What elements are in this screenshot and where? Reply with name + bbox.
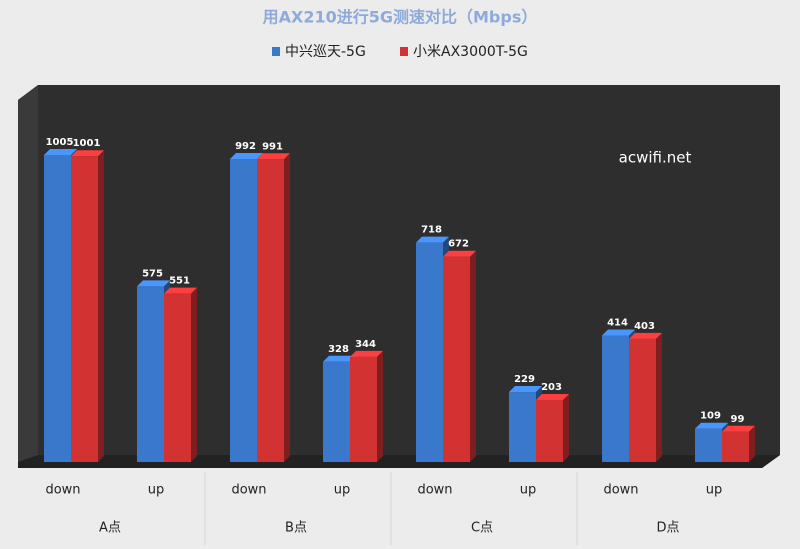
legend-label: 小米AX3000T-5G [413, 44, 528, 60]
x-tick-label: up [706, 483, 723, 498]
bar [230, 158, 257, 463]
data-label: 203 [541, 382, 562, 393]
data-label: 344 [355, 339, 376, 350]
data-label: 718 [421, 225, 442, 236]
bar [695, 428, 722, 462]
bar [71, 156, 98, 462]
bar [350, 356, 377, 462]
x-tick-label: up [148, 483, 165, 498]
legend-label: 中兴巡天-5G [285, 44, 366, 60]
bar-top [629, 332, 662, 339]
bar-top [416, 236, 449, 243]
bar-side [377, 350, 383, 462]
bar-top [44, 149, 77, 155]
watermark: acwifi.net [619, 149, 692, 167]
bar [137, 286, 164, 462]
bar-top [695, 422, 728, 429]
category-axis: down up down up down up down up A点 B点 C点 D点 [45, 472, 722, 545]
data-label: 551 [169, 276, 190, 287]
bar-side [656, 332, 662, 462]
data-label: 672 [448, 239, 469, 250]
legend-swatch [272, 47, 280, 56]
group-label: A点 [99, 521, 121, 536]
legend-swatch [400, 47, 408, 56]
side-wall [18, 85, 38, 468]
chart-title: 用AX210进行5G测速对比（Mbps） [263, 8, 538, 27]
x-tick-label: down [603, 483, 638, 498]
data-label: 328 [328, 344, 349, 355]
x-tick-label: up [334, 483, 351, 498]
bar-top [164, 287, 197, 294]
bar-top [137, 280, 170, 287]
bar-side [98, 150, 104, 462]
bar-side [284, 153, 290, 462]
bar [629, 338, 656, 462]
bar-side [470, 250, 476, 462]
bar [323, 361, 350, 462]
floor [18, 455, 780, 468]
data-label: 992 [235, 141, 256, 152]
legend: 中兴巡天-5G 小米AX3000T-5G [272, 44, 528, 60]
bar-side [749, 425, 755, 462]
bar [416, 242, 443, 462]
bar-top [350, 350, 383, 357]
plot-wall [18, 85, 780, 468]
bar [443, 256, 470, 462]
bar [44, 155, 71, 462]
data-label: 1005 [46, 137, 74, 148]
data-label: 1001 [73, 138, 101, 149]
data-label: 991 [262, 141, 283, 152]
bar [257, 159, 284, 462]
group-label: B点 [285, 521, 307, 536]
bar-top [536, 393, 569, 400]
bar-top [323, 355, 356, 362]
x-tick-label: up [520, 483, 537, 498]
bar [536, 399, 563, 462]
bar-top [230, 152, 263, 159]
data-label: 99 [731, 414, 745, 425]
bar [509, 392, 536, 462]
bar-top [257, 153, 290, 160]
bar-top [602, 329, 635, 336]
bar-side [563, 393, 569, 462]
bar [722, 431, 749, 462]
x-tick-label: down [417, 483, 452, 498]
data-label: 414 [607, 318, 628, 329]
data-label: 403 [634, 321, 655, 332]
plot: 1005 1001 575 551 992 991 328 344 718 672 229 203 41… [44, 137, 755, 463]
group-label: D点 [656, 521, 679, 536]
x-tick-label: down [45, 483, 80, 498]
data-label: 109 [700, 411, 721, 422]
bar-side [191, 287, 197, 462]
bar-top [71, 150, 104, 157]
bar-top [509, 386, 542, 393]
x-tick-label: down [231, 483, 266, 498]
bar [164, 293, 191, 462]
bar-top [443, 250, 476, 257]
bar [602, 335, 629, 462]
data-label: 575 [142, 268, 163, 279]
bar-top [722, 425, 755, 432]
data-label: 229 [514, 374, 535, 385]
group-label: C点 [471, 521, 493, 536]
